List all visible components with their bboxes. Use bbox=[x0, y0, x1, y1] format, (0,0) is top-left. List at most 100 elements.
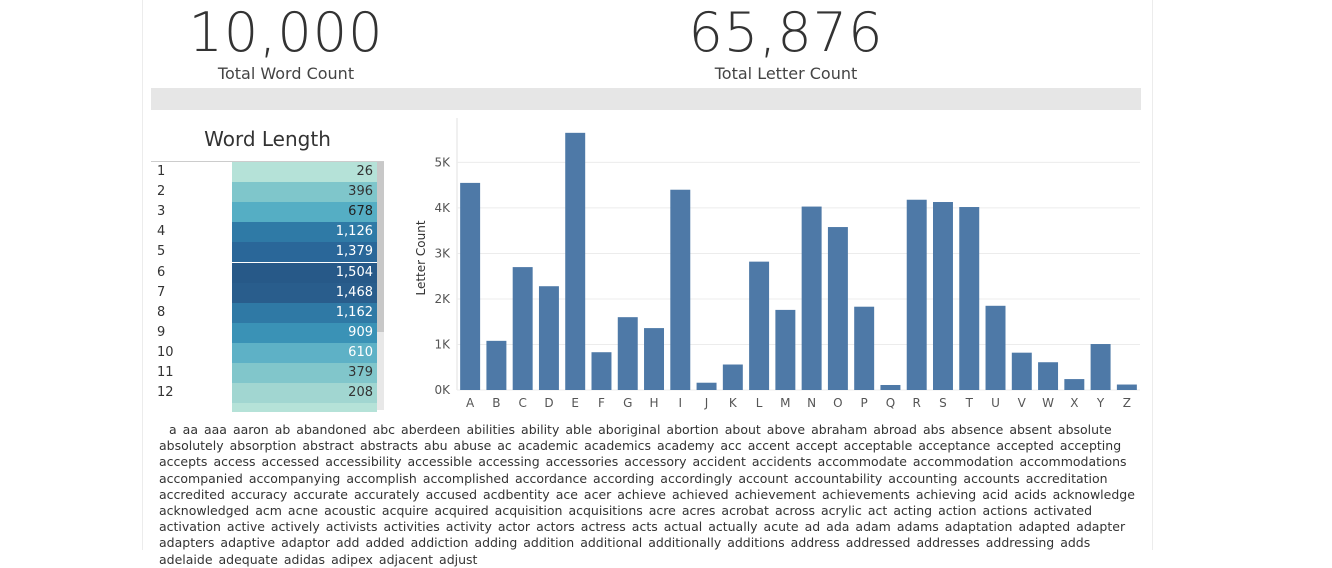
word-count-cell[interactable]: 1,468 bbox=[232, 282, 377, 303]
word-item: acdbentity bbox=[483, 486, 550, 502]
table-row[interactable]: 1 26 bbox=[151, 162, 377, 182]
word-item: acrobat bbox=[721, 503, 769, 519]
scrollbar-thumb[interactable] bbox=[377, 162, 384, 332]
word-item: acting bbox=[893, 503, 933, 519]
word-count-cell[interactable]: 379 bbox=[232, 363, 377, 383]
word-item: actions bbox=[982, 503, 1028, 519]
table-row[interactable]: 2 396 bbox=[151, 182, 377, 203]
word-item: achieved bbox=[671, 486, 729, 502]
x-tick-label: G bbox=[623, 396, 632, 410]
table-row[interactable]: 3 678 bbox=[151, 202, 377, 223]
word-item: absence bbox=[951, 422, 1004, 437]
word-item: added bbox=[365, 535, 405, 551]
bar bbox=[827, 227, 848, 390]
word-item: absolutely bbox=[159, 438, 224, 454]
word-item: actor bbox=[497, 519, 531, 535]
bar bbox=[906, 199, 927, 390]
word-item: abs bbox=[922, 422, 946, 437]
word-item: activities bbox=[383, 519, 440, 535]
word-length-value: 4 bbox=[157, 224, 166, 240]
word-item: acer bbox=[583, 486, 612, 502]
table-row[interactable]: 12 208 bbox=[151, 383, 377, 404]
word-item: acid bbox=[982, 486, 1009, 502]
word-item: accompanied bbox=[159, 470, 243, 486]
word-count-cell[interactable]: 909 bbox=[232, 322, 377, 343]
word-count-cell[interactable] bbox=[232, 403, 377, 413]
x-tick-label: T bbox=[965, 396, 974, 410]
word-item: accessibility bbox=[325, 454, 402, 470]
x-tick-label: R bbox=[913, 396, 921, 410]
table-row[interactable] bbox=[151, 403, 377, 413]
word-item: abstract bbox=[302, 438, 354, 454]
word-item: absorption bbox=[229, 438, 297, 454]
word-item: active bbox=[226, 519, 265, 535]
word-count-cell[interactable]: 1,162 bbox=[232, 302, 377, 323]
y-tick-label: 3K bbox=[434, 246, 451, 260]
word-item: adaptor bbox=[281, 535, 330, 551]
table-row[interactable]: 9 909 bbox=[151, 322, 377, 343]
word-item: acquire bbox=[381, 503, 429, 519]
table-row[interactable]: 10 610 bbox=[151, 342, 377, 363]
word-item: acquisitions bbox=[568, 503, 643, 519]
table-row[interactable]: 6 1,504 bbox=[151, 262, 377, 283]
word-item: accounting bbox=[888, 470, 958, 486]
x-tick-label: D bbox=[544, 396, 553, 410]
word-item: additions bbox=[727, 535, 785, 551]
x-tick-label: L bbox=[756, 396, 763, 410]
table-row[interactable]: 8 1,162 bbox=[151, 302, 377, 323]
word-item: accommodate bbox=[817, 454, 907, 470]
x-tick-label: A bbox=[466, 396, 475, 410]
word-item: adjacent bbox=[378, 551, 434, 567]
x-tick-label: V bbox=[1018, 396, 1027, 410]
word-item: achievement bbox=[734, 486, 816, 502]
y-tick-label: 0K bbox=[434, 383, 451, 397]
word-item: accompanying bbox=[248, 470, 341, 486]
word-count-cell[interactable]: 1,126 bbox=[232, 222, 377, 243]
word-item: actually bbox=[708, 519, 758, 535]
word-item: adapter bbox=[1076, 519, 1126, 535]
word-item: abandoned bbox=[296, 422, 367, 437]
bar bbox=[460, 182, 481, 390]
word-item: abortion bbox=[666, 422, 719, 437]
word-item: absolute bbox=[1057, 422, 1112, 437]
word-item: accurate bbox=[293, 486, 348, 502]
bar bbox=[670, 189, 691, 390]
word-count-cell[interactable]: 396 bbox=[232, 182, 377, 203]
x-tick-label: I bbox=[679, 396, 683, 410]
word-count-cell[interactable]: 1,379 bbox=[232, 242, 377, 263]
bar bbox=[880, 384, 901, 390]
word-item: accessories bbox=[545, 454, 619, 470]
word-item: adds bbox=[1060, 535, 1091, 551]
word-item: adaptation bbox=[944, 519, 1013, 535]
table-row[interactable]: 4 1,126 bbox=[151, 222, 377, 243]
word-item: achieving bbox=[915, 486, 977, 502]
word-item: aberdeen bbox=[401, 422, 461, 437]
word-item: accessing bbox=[478, 454, 540, 470]
word-item: addiction bbox=[410, 535, 469, 551]
bar bbox=[1090, 344, 1111, 390]
word-count-cell[interactable]: 26 bbox=[232, 162, 377, 182]
word-item: acute bbox=[763, 519, 799, 535]
x-tick-label: W bbox=[1042, 396, 1054, 410]
word-item: add bbox=[335, 535, 360, 551]
word-count-cell[interactable]: 610 bbox=[232, 342, 377, 363]
bar bbox=[591, 352, 612, 390]
word-count-cell[interactable]: 678 bbox=[232, 202, 377, 223]
bar bbox=[854, 306, 875, 390]
table-row[interactable]: 11 379 bbox=[151, 363, 377, 383]
word-item: ad bbox=[804, 519, 821, 535]
kpi-label: Total Letter Count bbox=[714, 64, 858, 83]
table-row[interactable]: 5 1,379 bbox=[151, 242, 377, 263]
word-item: acoustic bbox=[324, 503, 376, 519]
word-item: across bbox=[774, 503, 816, 519]
word-length-scrollbar[interactable] bbox=[377, 162, 384, 410]
word-count-cell[interactable]: 1,504 bbox=[232, 262, 377, 283]
word-item: adequate bbox=[218, 551, 278, 567]
bar bbox=[722, 364, 743, 390]
word-item: aboriginal bbox=[598, 422, 661, 437]
table-row[interactable]: 7 1,468 bbox=[151, 282, 377, 303]
word-item: acm bbox=[255, 503, 282, 519]
word-item: abroad bbox=[873, 422, 917, 437]
word-item: ability bbox=[521, 422, 560, 437]
word-count-cell[interactable]: 208 bbox=[232, 383, 377, 404]
